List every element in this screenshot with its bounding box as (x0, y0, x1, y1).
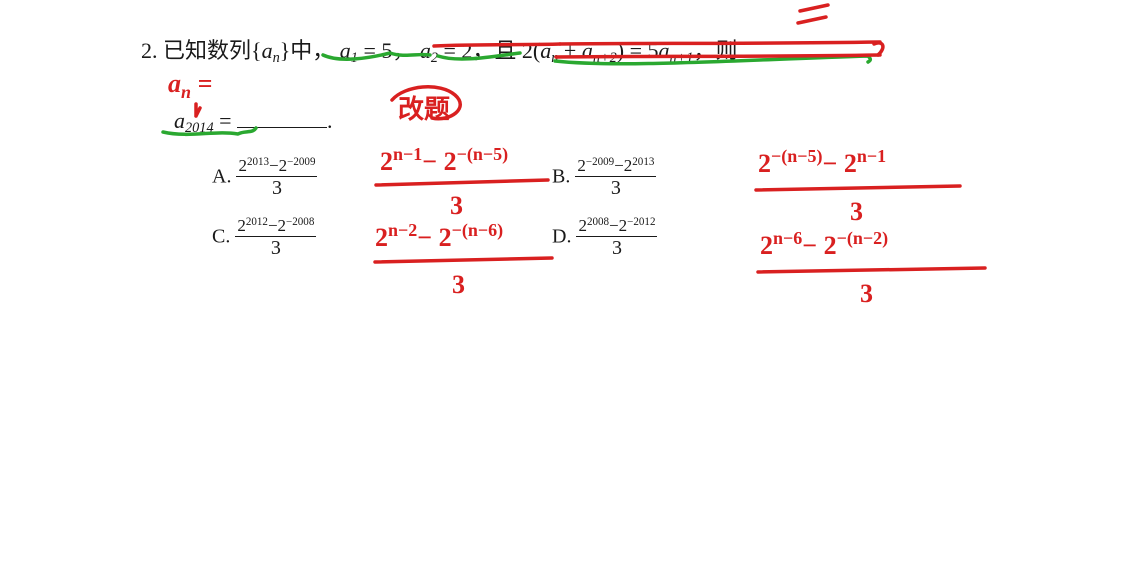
a1-var: a (340, 38, 351, 63)
equals-bottom (798, 17, 826, 23)
an1-sub: n+1 (670, 50, 694, 66)
r2-den: 3 (452, 270, 465, 299)
gaiti-circle (392, 87, 460, 119)
r3-num: 2−(n−5)− 2n−1 (758, 146, 886, 178)
answer-blank (237, 127, 327, 128)
an2-sub: n+2 (593, 50, 617, 66)
choice-b: B. 2−2009−22013 3 (552, 156, 656, 200)
r4-num: 2n−6− 2−(n−2) (760, 228, 888, 260)
choice-c: C. 22012−2−2008 3 (212, 216, 316, 260)
q-number: 2. (141, 38, 158, 63)
gaiti-text: 改题 (398, 94, 450, 124)
choice-a-label: A. (212, 166, 231, 188)
period: . (327, 108, 333, 133)
annotation-layer: an = 改题 2n−1− 2−(n−5) 3 2n−2− 2−(n−6) 3 … (0, 0, 1123, 564)
r1-den: 3 (450, 191, 463, 220)
an-sub: n (551, 50, 558, 66)
seq-sub: n (273, 50, 280, 66)
a1-sub: 1 (351, 50, 358, 66)
choice-b-label: B. (552, 166, 570, 188)
q-prefix: 已知数列{ (163, 38, 262, 63)
an-var: a (540, 38, 551, 63)
r2-fracbar (375, 258, 552, 262)
question-stem: 2. 已知数列{an}中， a1 = 5， a2 = 2，且 2(an + an… (141, 33, 737, 65)
stem-end: ，则 (693, 38, 737, 63)
choice-d-frac: 22008−2−2012 3 (576, 216, 657, 260)
an-hand: an = (168, 69, 212, 102)
question-ask: a2014 = . (174, 108, 333, 134)
a2-eq: = 2，且 2( (438, 38, 540, 63)
r1-num: 2n−1− 2−(n−5) (380, 144, 508, 176)
an2-var: a (582, 38, 593, 63)
r3-fracbar (756, 186, 960, 190)
red-hook (874, 43, 883, 55)
choice-a-frac: 22013−2−2009 3 (236, 156, 317, 200)
seq-var: a (262, 38, 273, 63)
choice-c-label: C. (212, 226, 230, 248)
choice-c-frac: 22012−2−2008 3 (235, 216, 316, 260)
a1-eq: = 5， (358, 38, 414, 63)
ask-var: a (174, 108, 185, 133)
r1-fracbar (376, 180, 548, 185)
ask-sub: 2014 (185, 120, 214, 136)
choice-a: A. 22013−2−2009 3 (212, 156, 317, 200)
ask-eq: = (214, 108, 237, 133)
plus: + (558, 38, 581, 63)
r4-fracbar (758, 268, 985, 272)
a2-var: a (420, 38, 431, 63)
choice-d: D. 22008−2−2012 3 (552, 216, 657, 260)
choice-b-frac: 2−2009−22013 3 (575, 156, 656, 200)
an1-var: a (659, 38, 670, 63)
equals-top (800, 5, 828, 11)
r3-den: 3 (850, 197, 863, 226)
a2-sub: 2 (431, 50, 438, 66)
r2-num: 2n−2− 2−(n−6) (375, 220, 503, 252)
r4-den: 3 (860, 279, 873, 308)
q-mid1: }中， (280, 38, 335, 63)
eq-tail: ) = 5 (617, 38, 659, 63)
choice-d-label: D. (552, 226, 571, 248)
